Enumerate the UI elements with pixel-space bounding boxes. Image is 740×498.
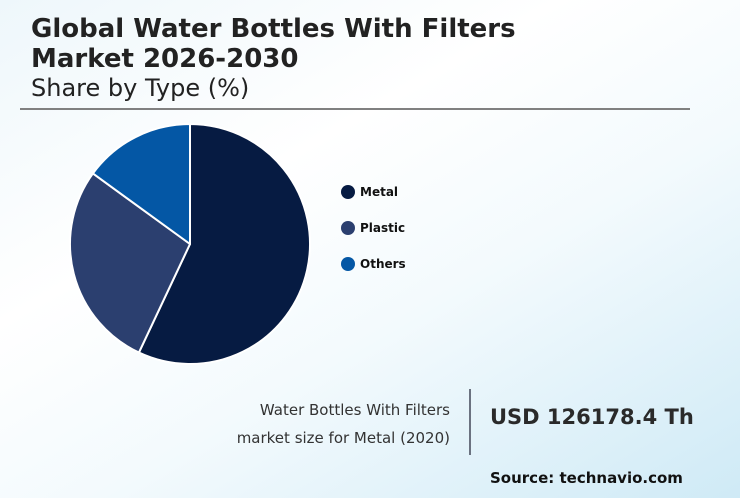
legend-item-plastic: Plastic [341, 210, 406, 246]
title-line-2: Market 2026-2030 [31, 44, 299, 74]
info-divider [469, 389, 471, 455]
pie-slice-plastic [69, 172, 191, 354]
legend-dot-icon [341, 221, 355, 235]
legend-label: Plastic [360, 221, 406, 235]
legend-label: Others [360, 257, 406, 271]
chart-title: Global Water Bottles With Filters Market… [31, 14, 516, 74]
chart-subtitle: Share by Type (%) [31, 74, 250, 102]
source-text: Source: technavio.com [490, 469, 683, 487]
pie-chart [69, 123, 311, 365]
pie-slice-others [91, 123, 191, 245]
header-divider [20, 108, 690, 110]
legend-item-metal: Metal [341, 174, 406, 210]
legend-label: Metal [360, 185, 399, 199]
title-line-1: Global Water Bottles With Filters [31, 14, 516, 44]
market-size-label: Water Bottles With Filters market size f… [237, 396, 450, 452]
legend-dot-icon [341, 185, 355, 199]
legend-item-others: Others [341, 246, 406, 282]
legend: Metal Plastic Others [341, 174, 406, 282]
market-size-value: USD 126178.4 Th [490, 405, 694, 429]
market-size-label-line-2: market size for Metal (2020) [236, 429, 450, 447]
pie-slice-metal [137, 123, 311, 365]
legend-dot-icon [341, 257, 355, 271]
market-size-label-line-1: Water Bottles With Filters [259, 401, 450, 419]
